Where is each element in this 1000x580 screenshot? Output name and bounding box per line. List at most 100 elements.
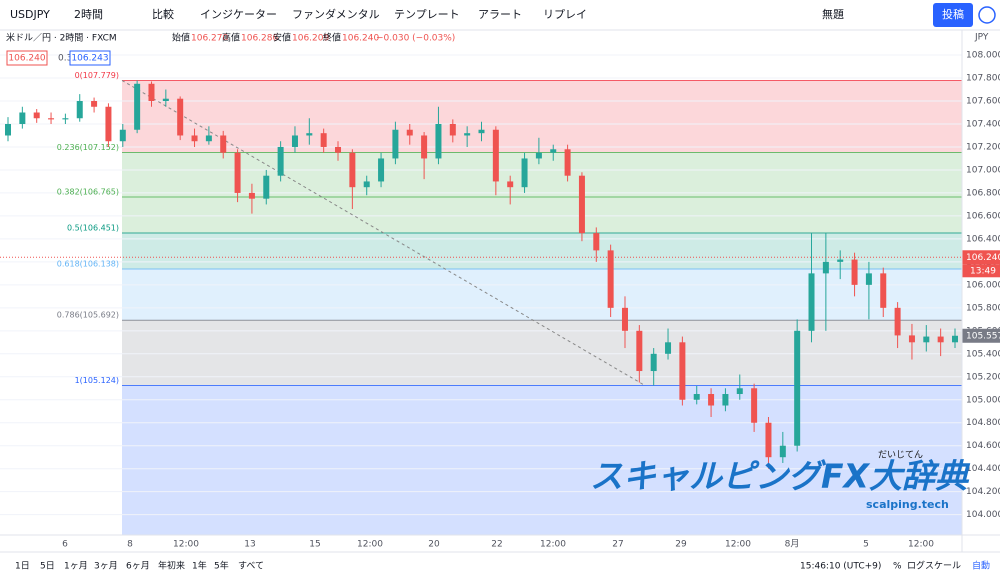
candle-body <box>5 123 11 136</box>
candle-body <box>62 118 69 120</box>
fib-label: 0.5(106.451) <box>67 224 119 233</box>
bid[interactable]: 106.240 <box>8 54 45 64</box>
x-tick-label: 8月 <box>785 539 800 550</box>
replay-button[interactable]: リプレイ <box>543 8 587 21</box>
clock: 15:46:10 (UTC+9) <box>800 562 881 572</box>
candle-body <box>349 152 356 188</box>
legend-change: −0.030 (−0.03%) <box>376 34 455 44</box>
candle-body <box>722 394 729 406</box>
x-tick-label: 22 <box>491 540 502 550</box>
y-tick-label: 104.000 <box>966 510 1000 520</box>
range-button[interactable]: 3ヶ月 <box>94 561 118 572</box>
candle-body <box>435 123 442 159</box>
auto-toggle[interactable]: 自動 <box>972 560 990 572</box>
candle-body <box>808 273 815 331</box>
y-tick-label: 107.200 <box>966 142 1000 152</box>
y-tick-label: 106.800 <box>966 188 1000 198</box>
bid-box[interactable] <box>6 50 48 66</box>
play-icon[interactable] <box>978 6 996 24</box>
candle-body <box>621 307 628 331</box>
candle-body <box>464 133 471 136</box>
y-tick-label: 104.600 <box>966 441 1000 451</box>
x-tick-label: 12:00 <box>725 540 751 550</box>
x-tick-label: 15 <box>309 540 320 550</box>
candle-body <box>105 106 112 142</box>
candle-body <box>162 98 169 102</box>
range-button[interactable]: 1日 <box>15 561 30 572</box>
x-tick-label: 6 <box>62 540 68 550</box>
candle-body <box>708 394 715 406</box>
range-button[interactable]: 5日 <box>40 561 55 572</box>
ask[interactable]: 106.243 <box>71 54 108 64</box>
y-tick-label: 104.200 <box>966 487 1000 497</box>
legend-value: 106.240 <box>342 34 379 44</box>
candle-body <box>248 192 255 199</box>
countdown: 13:49 <box>970 266 996 276</box>
fib-label: 0.786(105.692) <box>57 311 119 320</box>
watermark-ruby: だいじてん <box>878 450 923 461</box>
candle-body <box>421 135 428 159</box>
candle-body <box>119 129 126 142</box>
y-tick-label: 106.600 <box>966 211 1000 221</box>
range-button[interactable]: 6ヶ月 <box>126 561 150 572</box>
log-toggle[interactable]: ログスケール <box>907 560 961 572</box>
bottom-toolbar: 1日 5日 1ヶ月 3ヶ月 6ヶ月 年初来 1年 5年 すべて <box>15 560 264 572</box>
candle-body <box>636 330 643 372</box>
publish-button[interactable]: 投稿 <box>942 7 964 21</box>
candle-body <box>894 307 901 336</box>
legend-label: 終値 <box>323 32 341 44</box>
candle-body <box>550 149 557 153</box>
range-button[interactable]: 1ヶ月 <box>64 561 88 572</box>
candle-body <box>679 342 686 400</box>
templates-button[interactable]: テンプレート <box>394 8 460 21</box>
percent-toggle[interactable]: % <box>893 562 902 572</box>
fib-trend-line <box>121 80 646 386</box>
legend-value: 106.209 <box>292 34 329 44</box>
y-tick-label: 105.400 <box>966 349 1000 359</box>
fib-zone <box>122 152 962 197</box>
candle-body <box>535 152 542 159</box>
ask-box[interactable] <box>69 50 111 66</box>
candle-body <box>91 101 98 107</box>
watermark-brand: スキャルピングFX大辞典 <box>590 457 971 496</box>
candle-body <box>751 388 758 423</box>
fib-zone <box>122 268 962 321</box>
candle-body <box>48 118 55 120</box>
fib-zone <box>122 320 962 386</box>
y-tick-label: 107.600 <box>966 97 1000 107</box>
publish-button-bg[interactable] <box>933 3 973 27</box>
candle-body <box>33 112 40 119</box>
range-button[interactable]: 5年 <box>214 560 229 572</box>
range-button[interactable]: 年初来 <box>158 560 185 572</box>
interval[interactable]: 2時間 <box>74 8 103 21</box>
candle-body <box>794 330 801 446</box>
indicators-button[interactable]: インジケーター <box>200 8 277 21</box>
candle-body <box>851 259 858 285</box>
candle-body <box>923 336 930 343</box>
compare-button[interactable]: 比較 <box>152 7 174 21</box>
symbol[interactable]: USDJPY <box>10 8 50 21</box>
candle-body <box>449 123 456 136</box>
range-button[interactable]: すべて <box>238 561 264 572</box>
fundamentals-button[interactable]: ファンダメンタル <box>292 7 380 21</box>
price-label-bg <box>962 328 1000 343</box>
layout-name[interactable]: 無題 <box>822 7 844 21</box>
candle-body <box>779 445 786 458</box>
candle-body <box>765 422 772 458</box>
y-tick-label: 107.400 <box>966 119 1000 129</box>
watermark-site: scalping.tech <box>866 498 949 511</box>
fib-zone <box>122 385 962 535</box>
range-button[interactable]: 1年 <box>192 560 207 572</box>
candle-body <box>19 112 26 124</box>
candle-body <box>148 83 155 102</box>
currency-label: JPY <box>974 33 989 43</box>
legend-label: 始値 <box>172 32 190 44</box>
candle-body <box>220 135 227 153</box>
candle-body <box>263 175 270 199</box>
x-tick-label: 8 <box>127 540 133 550</box>
candle-body <box>607 250 614 308</box>
y-tick-label: 105.200 <box>966 372 1000 382</box>
candle-body <box>952 335 958 343</box>
alert-button[interactable]: アラート <box>478 8 522 21</box>
